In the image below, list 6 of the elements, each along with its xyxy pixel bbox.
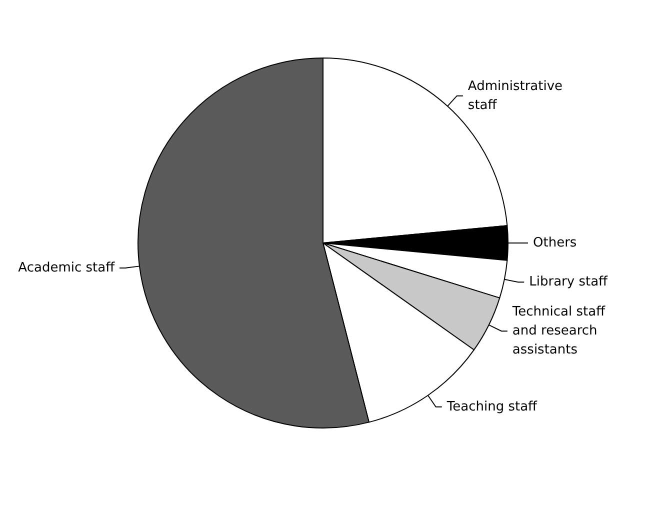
slice-label: Library staff	[529, 274, 609, 290]
slice-label: Teaching staff	[446, 399, 538, 414]
slice-label: Administrative staff	[468, 78, 567, 113]
slice-label: Others	[533, 236, 577, 250]
slice-label: Technical staff and research assistants	[511, 304, 610, 358]
slice-label: Academic staff	[18, 260, 116, 276]
